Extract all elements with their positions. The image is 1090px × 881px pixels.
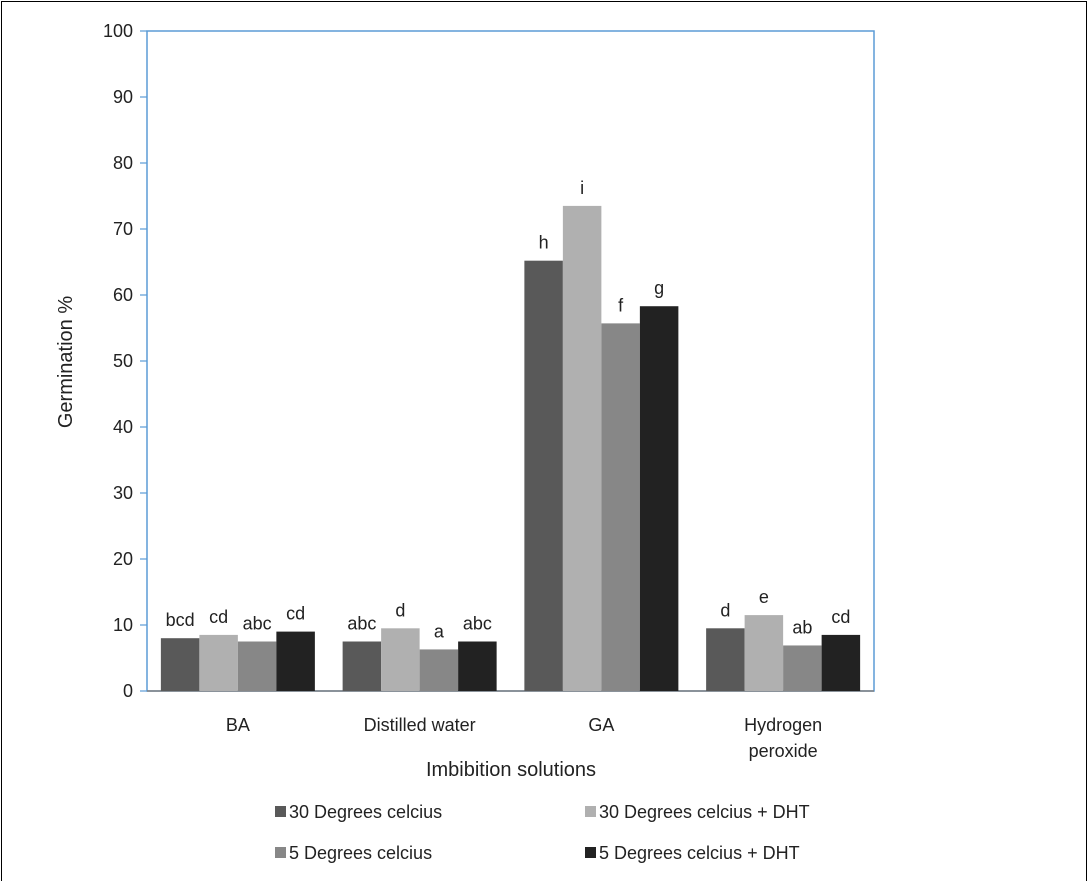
bar <box>821 634 861 691</box>
bar <box>639 306 679 691</box>
category-label: GA <box>588 715 614 735</box>
y-tick-label: 0 <box>123 681 133 701</box>
bar <box>458 641 497 691</box>
y-tick-label: 90 <box>113 87 133 107</box>
bar-significance-label: bcd <box>166 610 195 630</box>
bar-significance-label: e <box>759 587 769 607</box>
legend-label: 30 Degrees celcius <box>289 802 442 822</box>
bar-significance-label: cd <box>209 607 228 627</box>
bar <box>524 260 563 691</box>
y-tick-label: 70 <box>113 219 133 239</box>
bar-significance-label: g <box>654 278 664 298</box>
y-tick-label: 50 <box>113 351 133 371</box>
bar-significance-label: cd <box>286 604 305 624</box>
legend-swatch <box>275 847 286 858</box>
category-label: Distilled water <box>364 715 476 735</box>
x-axis-title: Imbibition solutions <box>426 759 596 781</box>
bar-significance-label: cd <box>831 607 850 627</box>
bar <box>706 628 745 691</box>
bar-significance-label: h <box>539 233 549 253</box>
bar <box>562 205 602 691</box>
bar <box>783 645 822 691</box>
bar-significance-label: abc <box>347 614 376 634</box>
y-tick-label: 100 <box>103 21 133 41</box>
bar-significance-label: i <box>580 178 584 198</box>
legend-label: 5 Degrees celcius + DHT <box>599 843 800 863</box>
legend-label: 30 Degrees celcius + DHT <box>599 802 810 822</box>
category-label: Hydrogen peroxide <box>744 715 822 761</box>
y-tick-label: 30 <box>113 483 133 503</box>
bar <box>342 641 382 691</box>
bar-significance-label: abc <box>463 614 492 634</box>
y-tick-label: 20 <box>113 549 133 569</box>
bar-significance-label: ab <box>792 617 812 637</box>
bar <box>601 323 640 691</box>
bar <box>419 649 459 691</box>
bar <box>744 615 784 691</box>
legend: 30 Degrees celcius 30 Degrees celcius + D… <box>275 802 810 863</box>
legend-label: 5 Degrees celcius <box>289 843 432 863</box>
category-label: BA <box>226 715 250 735</box>
y-tick-label: 60 <box>113 285 133 305</box>
bar-significance-label: d <box>395 600 405 620</box>
y-tick-label: 10 <box>113 615 133 635</box>
y-tick-label: 40 <box>113 417 133 437</box>
y-axis-title: Germination % <box>55 296 77 428</box>
bar-significance-label: abc <box>243 614 272 634</box>
bar-significance-label: a <box>434 621 445 641</box>
bar <box>160 638 200 691</box>
bar-significance-label: d <box>720 600 730 620</box>
y-tick-label: 80 <box>113 153 133 173</box>
bar <box>276 631 315 691</box>
legend-swatch <box>275 806 286 817</box>
bar <box>237 641 277 691</box>
bar <box>199 634 238 691</box>
bar-significance-label: f <box>618 295 624 315</box>
bar <box>381 628 420 691</box>
legend-swatch <box>585 847 596 858</box>
legend-swatch <box>585 806 596 817</box>
